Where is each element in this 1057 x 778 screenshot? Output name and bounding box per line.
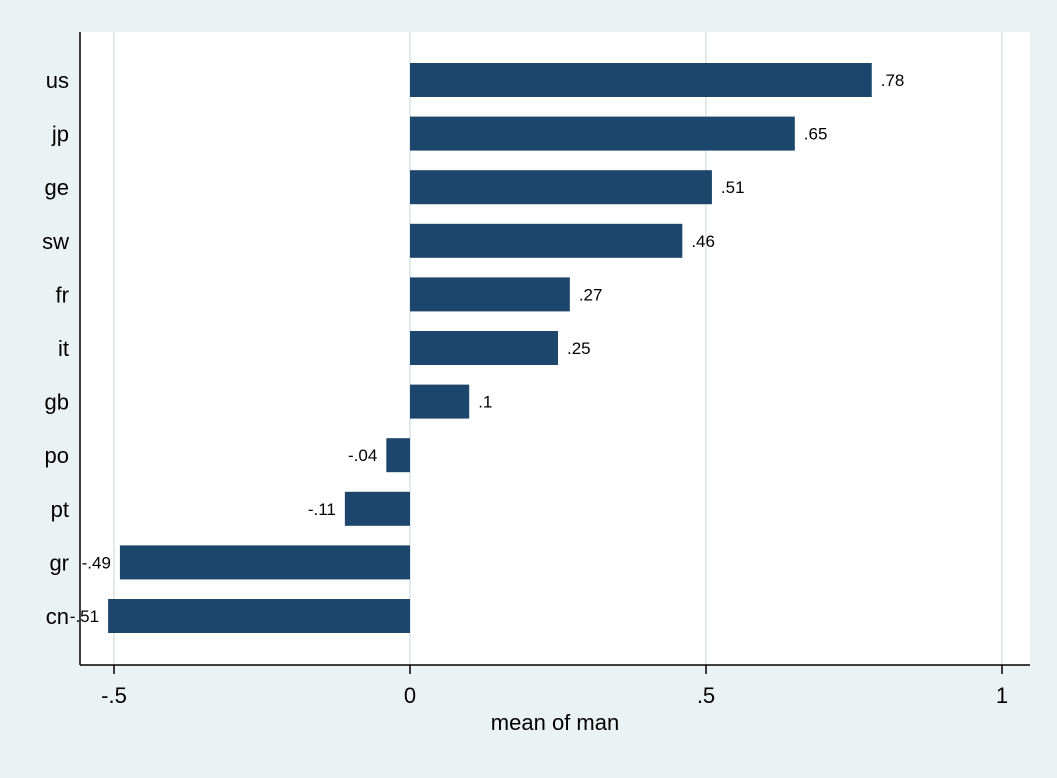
category-label-jp: jp — [51, 122, 69, 147]
category-label-gr: gr — [49, 550, 69, 575]
bars: .78 .65 .51 .46 .27 .25 .1 -.04 -.11 -.49 -.51 — [70, 63, 905, 633]
category-label-po: po — [45, 443, 69, 468]
value-label-cn: -.51 — [70, 607, 99, 626]
bar-pt — [344, 491, 410, 526]
category-label-sw: sw — [42, 229, 69, 254]
value-label-sw: .46 — [691, 232, 715, 251]
category-label-it: it — [58, 336, 69, 361]
x-tick-label: 0 — [404, 683, 416, 708]
category-label-ge: ge — [45, 175, 69, 200]
x-tick-label: -.5 — [101, 683, 127, 708]
bar-cn — [108, 599, 410, 633]
value-label-it: .25 — [567, 339, 591, 358]
bar-sw — [410, 223, 683, 258]
category-label-cn: cn — [46, 604, 69, 629]
value-label-fr: .27 — [579, 285, 603, 304]
bar-ge — [410, 170, 712, 205]
bar-fr — [410, 277, 570, 312]
category-label-pt: pt — [51, 497, 69, 522]
value-label-gb: .1 — [478, 393, 492, 412]
bar-gb — [410, 384, 470, 419]
value-label-pt: -.11 — [308, 500, 336, 519]
bar-po — [386, 438, 410, 473]
bar-gr — [119, 545, 411, 580]
x-tick-label: .5 — [697, 683, 715, 708]
x-tick-label: 1 — [996, 683, 1008, 708]
category-label-fr: fr — [56, 282, 69, 307]
value-label-ge: .51 — [721, 178, 745, 197]
category-label-gb: gb — [45, 390, 69, 415]
value-label-us: .78 — [881, 71, 905, 90]
value-label-gr: -.49 — [82, 553, 111, 572]
category-label-us: us — [46, 68, 69, 93]
bar-us — [410, 63, 872, 97]
x-axis-title: mean of man — [491, 710, 619, 735]
bar-jp — [410, 116, 795, 151]
value-label-jp: .65 — [804, 125, 828, 144]
value-label-po: -.04 — [348, 446, 377, 465]
bar-it — [410, 331, 558, 365]
